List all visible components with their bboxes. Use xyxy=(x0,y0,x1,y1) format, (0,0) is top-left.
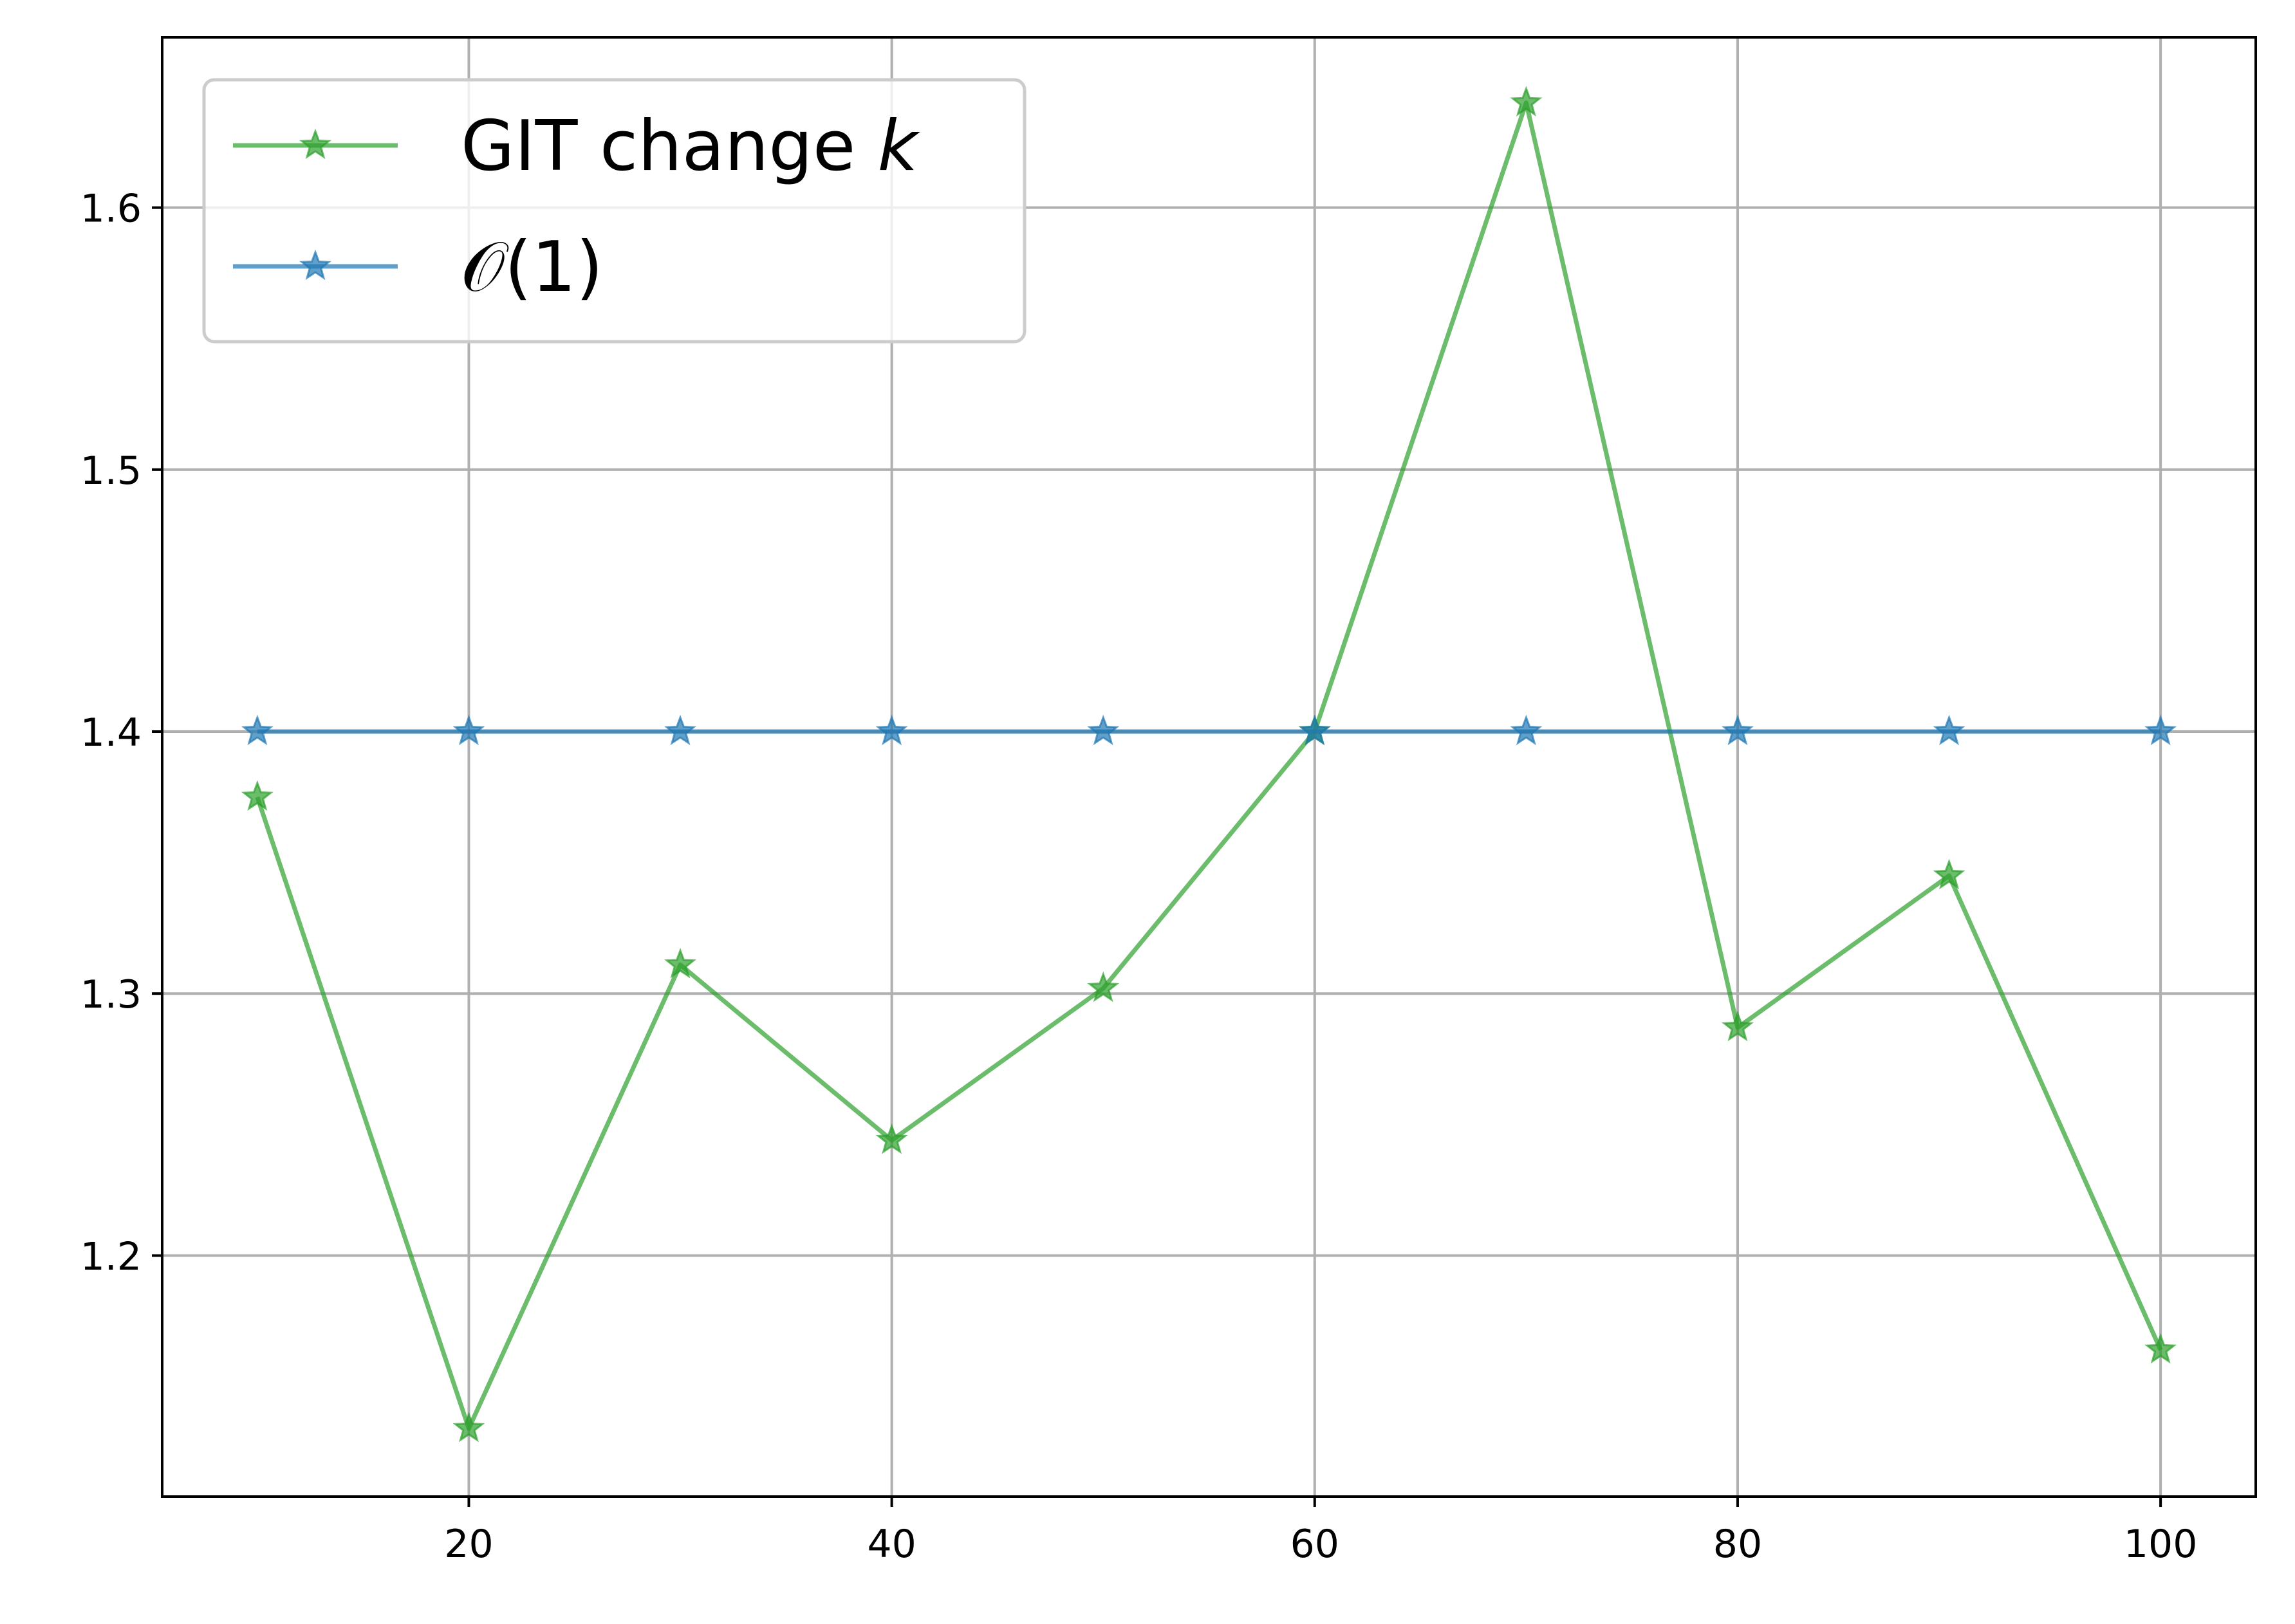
data-point xyxy=(1933,858,1965,890)
x-tick-label: 40 xyxy=(867,1522,916,1567)
axis-ticks: 20 40 60 80 100 1.2 1.3 1.4 1.5 1.6 xyxy=(80,187,2198,1567)
plot-frame xyxy=(161,36,2257,1498)
y-tick-label: 1.6 xyxy=(80,187,142,232)
x-tick-label: 100 xyxy=(2124,1522,2198,1567)
legend-label: 𝒪(1) xyxy=(461,227,603,308)
series-group xyxy=(241,86,2177,1443)
data-point xyxy=(1721,1010,1754,1042)
legend-marker xyxy=(299,128,331,160)
y-tick-label: 1.4 xyxy=(80,710,142,755)
data-point xyxy=(1933,714,1965,746)
series-o-1 xyxy=(241,714,2177,746)
legend-label-text: GIT change xyxy=(461,106,878,187)
legend-box xyxy=(202,78,1027,344)
legend-label-text: 𝒪(1) xyxy=(461,227,603,308)
legend-label: GIT change k xyxy=(461,106,921,187)
data-point xyxy=(875,1123,908,1154)
legend-marker xyxy=(299,249,331,281)
y-tick-label: 1.3 xyxy=(80,972,142,1017)
data-point xyxy=(1298,714,1331,746)
y-tick-label: 1.5 xyxy=(80,448,142,494)
x-tick-label: 60 xyxy=(1290,1522,1339,1567)
x-tick-label: 20 xyxy=(444,1522,493,1567)
series-line xyxy=(255,100,2163,1431)
data-point xyxy=(664,714,697,746)
data-point xyxy=(1087,971,1120,1002)
data-point xyxy=(1510,86,1543,117)
data-point xyxy=(452,714,485,746)
data-point xyxy=(241,780,274,811)
legend-entry: GIT change k xyxy=(233,106,921,187)
data-point xyxy=(452,1411,485,1443)
x-tick-label: 80 xyxy=(1713,1522,1762,1567)
data-point xyxy=(875,714,908,746)
y-tick-label: 1.2 xyxy=(80,1234,142,1279)
data-point xyxy=(1087,714,1120,746)
data-point xyxy=(1721,714,1754,746)
data-point xyxy=(664,948,697,979)
data-point xyxy=(241,714,274,746)
legend-entry: 𝒪(1) xyxy=(233,227,603,308)
legend: GIT change k 𝒪(1) xyxy=(202,78,1027,344)
data-point xyxy=(1510,714,1543,746)
data-point xyxy=(2144,714,2177,746)
series-git-change-k xyxy=(241,86,2177,1443)
legend-label-italic: k xyxy=(878,106,921,187)
data-point xyxy=(2144,1333,2177,1364)
